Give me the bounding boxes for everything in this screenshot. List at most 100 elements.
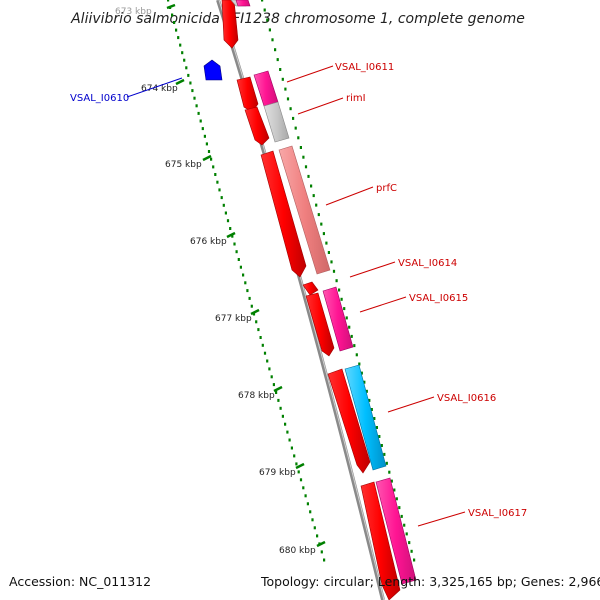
inner-track-dot [199,119,202,123]
outer-track-dot [345,316,348,320]
inner-track-dot [261,343,264,347]
inner-track-dot [224,211,227,215]
inner-track-dot [302,486,305,490]
inner-track-dot [311,518,314,522]
inner-track-dot [293,454,296,458]
outer-track-dot [355,353,358,357]
gene-arrow-red-2[interactable] [244,106,270,146]
gene-label-VSAL_I0615[interactable]: VSAL_I0615 [409,293,468,304]
outer-track-dot [348,325,351,329]
tick-mark-678 [273,385,283,393]
inner-track-dot [313,526,316,530]
inner-track-dot [179,43,182,47]
outer-track-dot [276,58,279,62]
outer-track-dot [327,251,330,254]
gene-arrow-prfC[interactable] [278,145,331,275]
outer-track-dot [330,260,333,264]
inner-track-dot [235,250,238,254]
outer-track-dot [408,541,411,545]
inner-track-dot [233,242,236,246]
gene-features [203,0,417,600]
accession-text: Accession: NC_011312 [9,574,152,589]
topology-summary: Topology: circular; Length: 3,325,165 bp… [261,574,600,589]
gene-arrow-upstream[interactable] [221,0,239,49]
inner-track-dot [193,96,196,100]
outer-track-dot [320,222,323,226]
inner-track-dot [239,265,242,269]
gene-arrow-VSAL_I0611[interactable] [253,70,279,107]
tick-label-680: 680 kbp [279,546,316,556]
gene-arrow-upstream-pink[interactable] [235,0,251,7]
outer-track-dot [268,28,271,32]
leader-VSAL_I0610 [126,77,183,98]
inner-track-dot [216,180,219,184]
inner-track-dot [171,13,174,17]
outer-track-dot [304,165,308,169]
gene-label-VSAL_I0610[interactable]: VSAL_I0610 [70,93,129,104]
inner-track-dot [197,111,200,115]
inner-track-dot [195,104,198,108]
tick-mark-679 [295,462,305,470]
label-leaders [126,65,466,527]
outer-track-dot [281,77,284,81]
kbp-tick-marks [166,3,326,548]
inner-track-dot [203,134,206,138]
inner-track-dot [266,359,269,363]
gene-arrow-VSAL_I0617[interactable] [375,477,417,585]
outer-tick-track [261,0,416,562]
inner-track-dot [288,438,291,442]
inner-track-dot [306,502,309,506]
tick-label-673: 673 kbp [115,7,152,17]
inner-track-dot [279,406,282,410]
inner-track-dot [259,336,262,339]
gene-arrow-VSAL_I0615[interactable] [322,286,354,352]
outer-track-dot [332,269,336,273]
gene-label-VSAL_I0617[interactable]: VSAL_I0617 [468,508,527,519]
inner-track-dot [290,446,293,450]
outer-track-dot [370,408,373,411]
chromosome-backbone-highlight [218,0,385,600]
gene-label-VSAL_I0614[interactable]: VSAL_I0614 [398,258,457,269]
inner-track-dot [181,51,184,55]
gene-arrow-red-4[interactable] [302,281,319,296]
tick-label-676: 676 kbp [190,237,227,247]
inner-track-dot [187,73,190,77]
inner-track-dot [263,351,267,355]
gene-arrow-VSAL_I0610[interactable] [203,59,223,81]
inner-track-dot [167,0,170,2]
leader-VSAL_I0616 [387,396,435,413]
inner-track-dot [246,289,249,293]
outer-track-dot [286,97,290,101]
gene-label-rimI[interactable]: rimI [346,93,366,104]
inner-track-dot [218,188,221,192]
gene-arrow-VSAL_I0616[interactable] [344,364,387,471]
gene-arrow-red-1[interactable] [236,76,259,113]
chromosome-backbone [216,0,385,600]
gene-arrow-red-6[interactable] [327,368,371,474]
inner-track-dot [175,28,178,32]
inner-track-dot [270,375,273,379]
gene-label-prfC[interactable]: prfC [376,183,397,194]
leader-VSAL_I0614 [349,261,396,278]
inner-track-dot [207,150,211,153]
outer-track-dot [312,194,315,198]
inner-track-dot [250,304,253,308]
outer-track-dot [365,389,368,393]
gene-label-VSAL_I0611[interactable]: VSAL_I0611 [335,62,394,73]
gene-label-VSAL_I0616[interactable]: VSAL_I0616 [437,393,496,404]
inner-track-dot [304,494,307,498]
gene-arrow-red-5[interactable] [305,292,335,357]
tick-label-677: 677 kbp [215,314,252,324]
gene-arrow-red-3[interactable] [260,150,307,278]
outer-track-dot [335,279,338,283]
outer-track-dot [398,506,401,510]
gene-arrow-rimI[interactable] [263,101,290,143]
gene-arrow-red-7[interactable] [360,481,401,600]
outer-track-dot [368,398,371,402]
leader-prfC [325,186,374,206]
tick-mark-680 [316,540,326,548]
tick-mark-676 [226,231,236,239]
inner-track-dot [316,534,319,538]
